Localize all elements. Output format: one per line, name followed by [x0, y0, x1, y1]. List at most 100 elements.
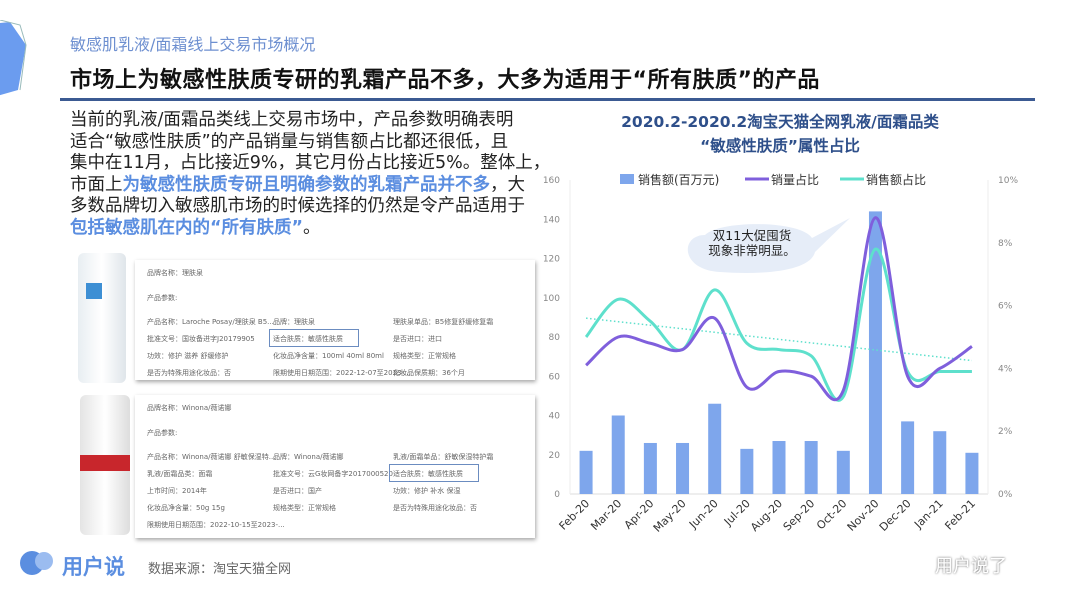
product-image-winona: [80, 395, 130, 535]
card-param: 乳液/面霜品类：面霜: [147, 470, 213, 478]
card-param: 产品名称：Laroche Posay/理肤泉 B5...: [147, 318, 274, 326]
card-param: 化妆品净含量：50g 15g: [147, 504, 225, 512]
section-subtitle: 敏感肌乳液/面霜线上交易市场概况: [70, 35, 316, 54]
legend-label: 销量占比: [771, 172, 819, 187]
card-param: 批准文号：云G妆网备字2017000520: [273, 470, 393, 478]
bar-Mar-20: [611, 415, 625, 494]
x-tick-label: Oct-20: [814, 497, 849, 532]
paragraph-line: 当前的乳液/面霜品类线上交易市场中，产品参数明确表明: [70, 110, 540, 132]
card-param: 品牌：理肤泉: [273, 318, 315, 326]
summary-paragraph: 当前的乳液/面霜品类线上交易市场中，产品参数明确表明 适合“敏感性肤质”的产品销量…: [70, 110, 550, 240]
bar-Feb-21: [965, 452, 979, 494]
y-left-tick-label: 120: [543, 255, 560, 265]
line-销量占比: [585, 216, 973, 402]
x-tick-label: Jun-20: [686, 497, 721, 532]
card-param: 是否为特殊用途化妆品：否: [147, 369, 231, 377]
card-param: 批准文号：国妆备进字J20179905: [147, 335, 255, 343]
legend-swatch: [620, 174, 634, 184]
card-param: 乳液/面霜单品：舒敏保湿特护霜: [393, 453, 494, 461]
product-card: 品牌名称：Winona/薇诺娜 产品参数: 产品名称：Winona/薇诺娜 舒敏保湿…: [135, 395, 535, 538]
body-text: 适合“敏感性肤质”的产品销量与销售额占比都还很低，且: [70, 131, 509, 152]
bar-Dec-20: [901, 421, 915, 494]
y-left-tick-label: 20: [549, 451, 561, 461]
card-params-label: 产品参数:: [147, 429, 178, 437]
x-tick-label: Mar-20: [588, 497, 624, 533]
legend-label: 销售额占比: [866, 172, 926, 187]
corner-hexagon-decoration: [0, 20, 27, 96]
chart-title: 2020.2-2020.2淘宝天猫全网乳液/面霜品类 “敏感性肤质”属性占比: [560, 110, 1000, 158]
trendline: [585, 317, 973, 362]
bar-Jun-20: [708, 403, 722, 494]
brand-logo-text: 用户说: [62, 555, 125, 579]
page-title: 市场上为敏感性肤质专研的乳霜产品不多，大多为适用于“所有肤质”的产品: [70, 68, 820, 93]
highlight-box: [389, 464, 479, 482]
x-tick-label: Jul-20: [721, 497, 753, 529]
y-left-tick-label: 80: [549, 333, 561, 343]
card-param: 限期使用日期范围：2022-12-07至2023-...: [273, 369, 411, 377]
paragraph-line: 包括敏感肌在内的“所有肤质”。: [70, 218, 540, 240]
x-tick-label: Nov-20: [845, 497, 882, 534]
body-text: 。: [303, 217, 321, 238]
title-divider: [60, 98, 1035, 101]
card-brand: 品牌名称：Winona/薇诺娜: [147, 404, 232, 412]
callout-text: 双11大促囤货: [713, 228, 791, 243]
highlight-box: [269, 329, 359, 347]
card-param: 理肤泉单品：B5修复舒缓修复霜: [393, 318, 494, 326]
line-销售额占比: [584, 247, 972, 402]
callout-bubble: [687, 218, 850, 273]
card-param: 上市时间：2014年: [147, 487, 207, 495]
x-tick-label: Aug-20: [748, 497, 785, 534]
y-left-tick-label: 40: [549, 412, 561, 422]
card-param: 功效：修护 补水 保湿: [393, 487, 461, 495]
bar-Nov-20: [868, 211, 882, 494]
body-text: 多数品牌切入敏感肌市场的时候选择的仍然是令产品适用于: [70, 196, 525, 216]
y-left-tick-label: 140: [543, 215, 560, 225]
bar-Feb-20: [579, 450, 593, 494]
legend-label: 销售额(百万元): [638, 172, 719, 187]
body-text: 当前的乳液/面霜品类线上交易市场中，产品参数明确表明: [70, 110, 514, 130]
card-param: 限期使用日期范围：2022-10-15至2023-...: [147, 521, 285, 529]
paragraph-line: 集中在11月，占比接近9%，其它月份占比接近5%。整体上，: [70, 153, 550, 175]
bar-Jul-20: [740, 448, 754, 494]
product-card: 品牌名称：理肤泉 产品参数: 产品名称：Laroche Posay/理肤泉 B5..…: [135, 260, 535, 380]
chart-title-line: “敏感性肤质”属性占比: [700, 137, 860, 155]
wechat-watermark: 用户说了: [935, 556, 1007, 577]
body-text: 集中在11月，占比接近9%，其它月份占比接近5%。整体上，: [70, 153, 551, 173]
card-param: 适合肤质：敏感性肤质: [393, 470, 463, 478]
bar-Aug-20: [772, 441, 786, 494]
y-right-tick-label: 10%: [998, 176, 1018, 186]
paragraph-line: 适合“敏感性肤质”的产品销量与销售额占比都还很低，且: [70, 132, 540, 154]
bar-Apr-20: [643, 442, 657, 494]
x-tick-label: Jan-21: [911, 497, 946, 532]
data-source: 数据来源：淘宝天猫全网: [148, 562, 292, 577]
y-right-tick-label: 0%: [998, 490, 1013, 500]
card-param: 规格类型：正常规格: [393, 352, 456, 360]
paragraph-line: 多数品牌切入敏感肌市场的时候选择的仍然是令产品适用于: [70, 196, 540, 218]
body-text: 市面上: [70, 174, 123, 195]
highlight-text: 包括敏感肌在内的“所有肤质”: [70, 217, 304, 238]
card-param: 是否进口：进口: [393, 335, 442, 343]
bar-Oct-20: [836, 450, 850, 494]
x-tick-label: Apr-20: [622, 497, 657, 532]
x-tick-label: Feb-21: [942, 497, 978, 533]
chart-title-line: 2020.2-2020.2淘宝天猫全网乳液/面霜品类: [621, 113, 939, 131]
bar-Jan-21: [933, 431, 947, 494]
paragraph-line: 市面上为敏感性肤质专研且明确参数的乳霜产品并不多，大: [70, 175, 540, 197]
bar-May-20: [676, 442, 690, 494]
y-left-tick-label: 0: [554, 490, 560, 500]
card-param: 适合肤质：敏感性肤质: [273, 335, 343, 343]
card-param: 产品名称：Winona/薇诺娜 舒敏保湿特...: [147, 453, 276, 461]
x-tick-label: Sep-20: [781, 497, 818, 534]
card-param: 功效：修护 滋养 舒缓修护: [147, 352, 229, 360]
x-tick-label: Dec-20: [877, 497, 914, 534]
callout-text: 现象非常明显。: [708, 243, 796, 258]
card-params-label: 产品参数:: [147, 294, 178, 302]
body-text: ，大: [490, 174, 525, 195]
bar-Sep-20: [804, 441, 818, 494]
y-right-tick-label: 8%: [998, 239, 1013, 249]
highlight-text: 为敏感性肤质专研且明确参数的乳霜产品并不多: [122, 174, 491, 195]
x-tick-label: May-20: [651, 497, 689, 535]
card-param: 化妆品净含量：100ml 40ml 80ml: [273, 352, 384, 360]
card-param: 是否为特殊用途化妆品：否: [393, 504, 477, 512]
card-param: 化妆品保质期：36个月: [393, 369, 465, 377]
